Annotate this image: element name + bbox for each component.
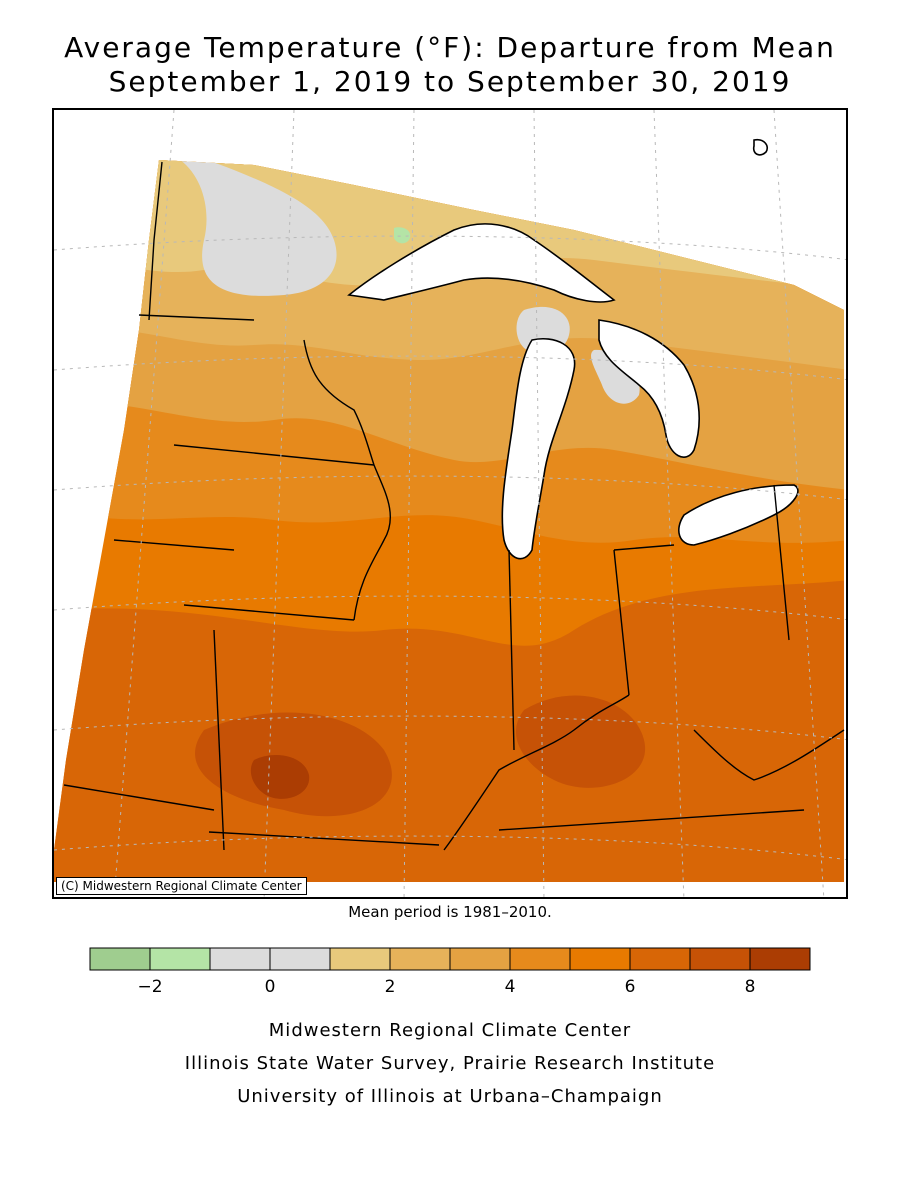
border-mn-ia xyxy=(173,444,375,466)
legend-swatch xyxy=(89,947,151,971)
border-ks-ok xyxy=(63,784,215,811)
border-ks-mo xyxy=(213,629,225,851)
border-in-oh xyxy=(613,549,630,696)
legend-tick-label: 0 xyxy=(265,977,276,997)
legend-swatch xyxy=(749,947,811,971)
legend-swatch xyxy=(629,947,691,971)
border-nd-mn xyxy=(148,161,163,321)
legend-swatch xyxy=(209,947,271,971)
lake-ontario xyxy=(752,138,769,156)
border-il-in xyxy=(508,549,515,751)
temperature-departure-map: (C) Midwestern Regional Climate Center xyxy=(52,108,848,899)
legend-swatch xyxy=(509,947,571,971)
legend-tick-label: −2 xyxy=(137,977,162,997)
legend-tick-label: 8 xyxy=(745,977,756,997)
border-mn-wi xyxy=(303,339,375,466)
copyright-label: (C) Midwestern Regional Climate Center xyxy=(56,877,307,895)
border-mi-oh xyxy=(613,544,675,551)
lake-superior xyxy=(347,223,616,303)
legend-swatch xyxy=(569,947,631,971)
mean-period-note: Mean period is 1981–2010. xyxy=(348,903,552,921)
state-borders xyxy=(63,161,845,851)
map-title-line1: Average Temperature (°F): Departure from… xyxy=(64,31,836,64)
legend-swatch xyxy=(269,947,331,971)
border-oh-pa xyxy=(773,484,790,641)
legend-swatch xyxy=(149,947,211,971)
border-sd-ne xyxy=(113,539,235,551)
legend-swatch xyxy=(389,947,451,971)
legend-tick-label: 2 xyxy=(385,977,396,997)
map-title-line2: September 1, 2019 to September 30, 2019 xyxy=(108,65,792,98)
legend-tick-label: 6 xyxy=(625,977,636,997)
legend-tick-label: 4 xyxy=(505,977,516,997)
border-ia-mo xyxy=(183,604,355,621)
border-ky-tn xyxy=(498,809,805,831)
lake-erie xyxy=(678,484,799,546)
border-il-ky xyxy=(443,694,630,851)
legend-swatch xyxy=(449,947,511,971)
legend-swatch xyxy=(689,947,751,971)
legend-swatch xyxy=(329,947,391,971)
color-legend: −2 0 2 4 6 8 xyxy=(89,947,811,997)
border-sd-north xyxy=(138,314,255,321)
credit-line-3: University of Illinois at Urbana–Champai… xyxy=(237,1086,663,1107)
credit-line-1: Midwestern Regional Climate Center xyxy=(268,1020,632,1041)
lake-huron xyxy=(598,319,700,458)
credit-line-2: Illinois State Water Survey, Prairie Res… xyxy=(184,1053,716,1074)
map-canvas xyxy=(54,110,846,897)
border-ia-il xyxy=(353,464,392,621)
border-mo-ar xyxy=(208,831,440,846)
border-wv-ky xyxy=(693,729,845,781)
